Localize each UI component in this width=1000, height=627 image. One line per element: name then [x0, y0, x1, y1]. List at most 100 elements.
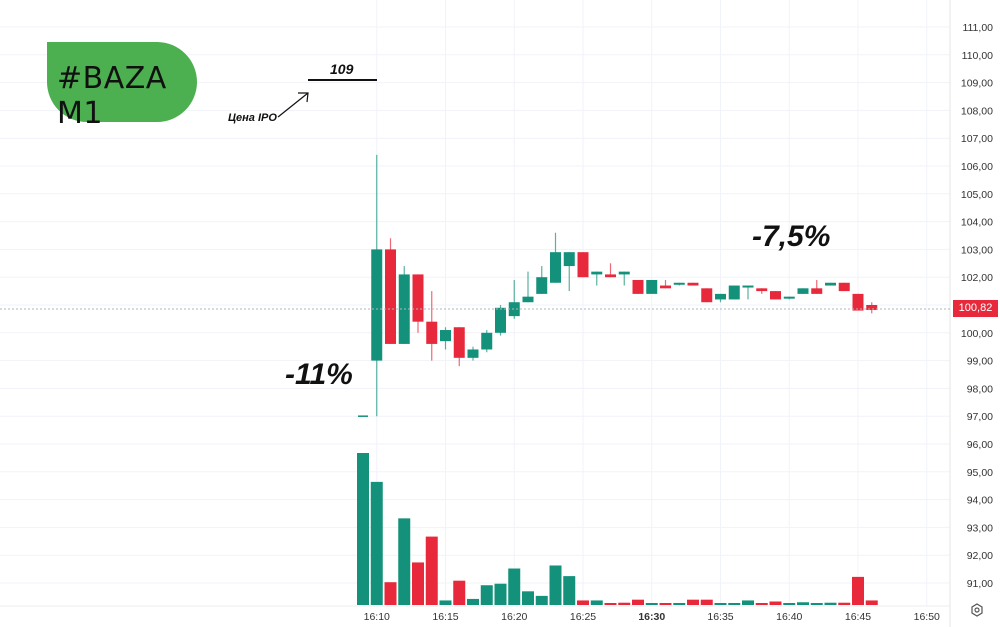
time-tick-label: 16:25: [570, 611, 596, 623]
candle: [646, 279, 658, 294]
price-tick-label: 105,00: [961, 189, 993, 201]
candle: [371, 249, 383, 361]
candle: [701, 288, 713, 303]
candle: [481, 332, 493, 350]
candle: [495, 307, 506, 333]
volume-bar: [370, 481, 383, 605]
price-tick-label: 95,00: [967, 467, 993, 479]
candle: [673, 282, 685, 285]
candle: [467, 349, 479, 358]
time-tick-label: 16:35: [707, 611, 733, 623]
price-tick-label: 100,00: [961, 328, 993, 340]
candle: [852, 293, 864, 311]
time-tick-label: 16:20: [501, 611, 527, 623]
candle: [536, 277, 548, 294]
volume-bar: [824, 602, 837, 605]
volume-bar: [865, 600, 878, 605]
volume-bar: [645, 603, 658, 605]
candle: [522, 296, 534, 303]
price-tick-label: 108,00: [961, 105, 993, 117]
candle: [550, 252, 561, 283]
candle: [508, 302, 520, 317]
volume-bar: [439, 600, 452, 605]
volume-bar: [769, 601, 782, 605]
drop-right-annotation: -7,5%: [752, 220, 831, 253]
volume-bar: [494, 583, 507, 605]
volume-bar: [577, 600, 589, 605]
candle: [632, 279, 644, 294]
last-price-tag: 100,82: [953, 300, 998, 317]
volume-bar: [384, 582, 397, 605]
price-axis[interactable]: 111,00 110,00 109,00 108,00 107,00 106,00 105,…: [961, 22, 993, 590]
candle: [591, 271, 603, 275]
volume-bar: [700, 599, 713, 605]
time-tick-label: 16:10: [364, 611, 390, 623]
volume-bar: [563, 576, 576, 605]
price-tick-label: 109,00: [961, 78, 993, 90]
volume-bar: [604, 603, 617, 605]
ticker-badge-label: #BAZA M1: [57, 61, 167, 131]
time-tick-label: 16:30: [638, 611, 665, 623]
volume-bar: [480, 585, 493, 605]
volume-bar: [783, 603, 796, 605]
volume-bar: [838, 602, 851, 605]
price-tick-label: 103,00: [961, 244, 993, 256]
price-tick-label: 92,00: [967, 550, 993, 562]
settings-gear-icon[interactable]: [970, 603, 984, 617]
volume-bar: [687, 599, 699, 605]
candle: [742, 285, 754, 288]
candle: [728, 285, 740, 300]
time-axis[interactable]: 16:10 16:15 16:20 16:25 16:30 16:35 16:40 16:45…: [364, 611, 940, 623]
candle: [866, 305, 878, 311]
volume-bars: [357, 453, 878, 605]
ipo-price-line: [277, 79, 377, 118]
time-tick-label: 16:40: [776, 611, 802, 623]
volume-bar: [522, 591, 534, 605]
candle: [453, 327, 465, 358]
volume-bar: [398, 518, 411, 605]
price-tick-label: 104,00: [961, 217, 993, 229]
candle: [660, 285, 671, 289]
volume-bar: [535, 595, 548, 605]
candle: [426, 321, 438, 344]
price-tick-label: 98,00: [967, 383, 993, 395]
price-tick-label: 107,00: [961, 133, 993, 145]
price-tick-label: 110,00: [962, 50, 993, 62]
volume-bar: [755, 603, 768, 605]
ipo-label-annotation: Цена IPO: [228, 112, 277, 124]
volume-bar: [742, 600, 754, 605]
volume-bar: [797, 602, 809, 605]
volume-bar: [357, 453, 369, 605]
time-tick-label: 16:15: [432, 611, 458, 623]
volume-bar: [714, 603, 727, 605]
volume-bar: [453, 580, 466, 605]
volume-bar: [852, 576, 864, 605]
ipo-price-annotation: 109: [330, 61, 354, 77]
candle: [687, 282, 699, 286]
time-tick-label: 16:45: [845, 611, 871, 623]
candle: [756, 288, 768, 292]
volume-bar: [590, 600, 603, 605]
price-tick-label: 97,00: [967, 411, 993, 423]
volume-bar: [728, 603, 741, 605]
candle: [770, 291, 781, 300]
volume-bar: [618, 602, 631, 605]
candle: [715, 293, 726, 300]
volume-bar: [810, 603, 823, 605]
candle: [605, 274, 616, 278]
price-tick-label: 91,00: [967, 578, 993, 590]
ticker-badge: #BAZA M1: [47, 42, 197, 131]
candle: [838, 282, 850, 292]
volume-bar: [508, 568, 521, 605]
time-tick-label: 16:50: [914, 611, 940, 623]
candle: [577, 252, 589, 278]
price-tick-label: 93,00: [967, 522, 993, 534]
volume-bar: [467, 598, 479, 605]
candle: [825, 282, 836, 286]
price-tick-label: 96,00: [967, 439, 993, 451]
price-tick-label: 102,00: [961, 272, 993, 284]
volume-bar: [549, 565, 562, 605]
volume-bar: [659, 603, 672, 605]
price-tick-label: 99,00: [967, 356, 993, 368]
